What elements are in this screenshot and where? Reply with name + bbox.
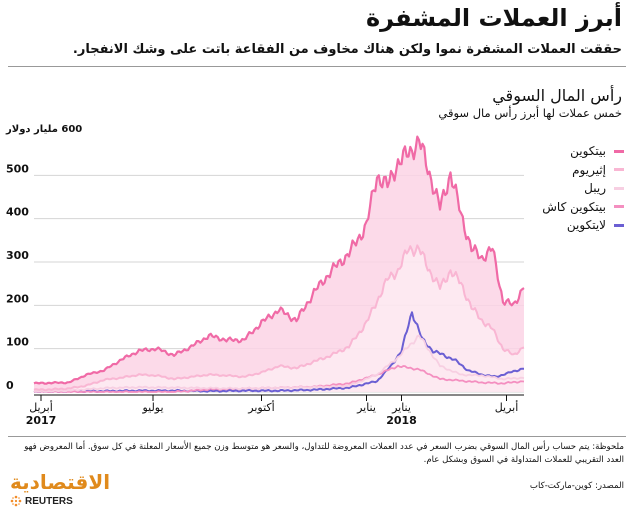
reuters-text: REUTERS	[25, 495, 73, 507]
chart-title: رأس المال السوقي	[492, 86, 622, 105]
x-tick-label: يناير	[356, 401, 376, 414]
divider	[8, 66, 626, 67]
x-tick-label: أكتوبر	[247, 400, 274, 414]
bitcoin-area	[34, 136, 524, 391]
legend-item: بيتكوين	[464, 142, 624, 161]
legend-swatch	[614, 168, 624, 172]
x-tick-label: يوليو	[141, 401, 163, 414]
chart-subtitle: خمس عملات لها أبرز رأس مال سوقي	[438, 106, 622, 120]
page-subtitle: حققت العملات المشفرة نموا ولكن هناك مخاو…	[72, 42, 622, 57]
legend-item: لايتكوين	[464, 216, 624, 235]
y-tick-label: 500	[6, 162, 29, 175]
legend-swatch	[614, 149, 624, 153]
legend-label: ريبل	[584, 181, 606, 196]
reuters-dots-icon	[10, 495, 22, 507]
page-title: أبرز العملات المشفرة	[365, 4, 622, 32]
x-tick-label: يناير	[391, 401, 411, 414]
legend-item: ريبل	[464, 179, 624, 198]
footnote: ملحوظة: يتم حساب رأس المال السوقي بضرب ا…	[24, 442, 624, 465]
series-line	[33, 244, 525, 392]
y-tick-label: 100	[6, 336, 29, 349]
x-year-label: 2017	[26, 414, 57, 427]
legend-item: بيتكوين كاش	[464, 198, 624, 217]
y-tick-label: 400	[6, 206, 29, 219]
y-tick-label: 200	[6, 292, 29, 305]
legend-swatch	[614, 186, 624, 190]
x-year-label: 2018	[386, 414, 417, 427]
y-tick-label: 300	[6, 249, 29, 262]
legend-swatch	[614, 205, 624, 209]
legend-item: إثيريوم	[464, 161, 624, 180]
reuters-logo: REUTERS	[10, 495, 73, 507]
y-axis-unit-label: 600 مليار دولار	[6, 124, 83, 135]
y-tick-label: 0	[6, 379, 14, 392]
legend-label: لايتكوين	[566, 218, 606, 233]
x-tick-label: أبريل	[29, 400, 53, 414]
legend: بيتكوين إثيريوم ريبل بيتكوين كاش لايتكوين	[464, 142, 624, 235]
x-tick-label: أبريل	[495, 400, 519, 414]
series-line	[33, 334, 525, 393]
legend-label: إثيريوم	[572, 162, 606, 177]
source-note: المصدر: كوين-ماركت-كاب	[529, 481, 624, 491]
brand-logo: الاقتصادية	[10, 470, 111, 494]
legend-label: بيتكوين كاش	[542, 199, 606, 214]
legend-swatch	[614, 223, 624, 227]
legend-label: بيتكوين	[570, 144, 606, 159]
divider	[8, 436, 626, 437]
series-line	[33, 135, 525, 385]
